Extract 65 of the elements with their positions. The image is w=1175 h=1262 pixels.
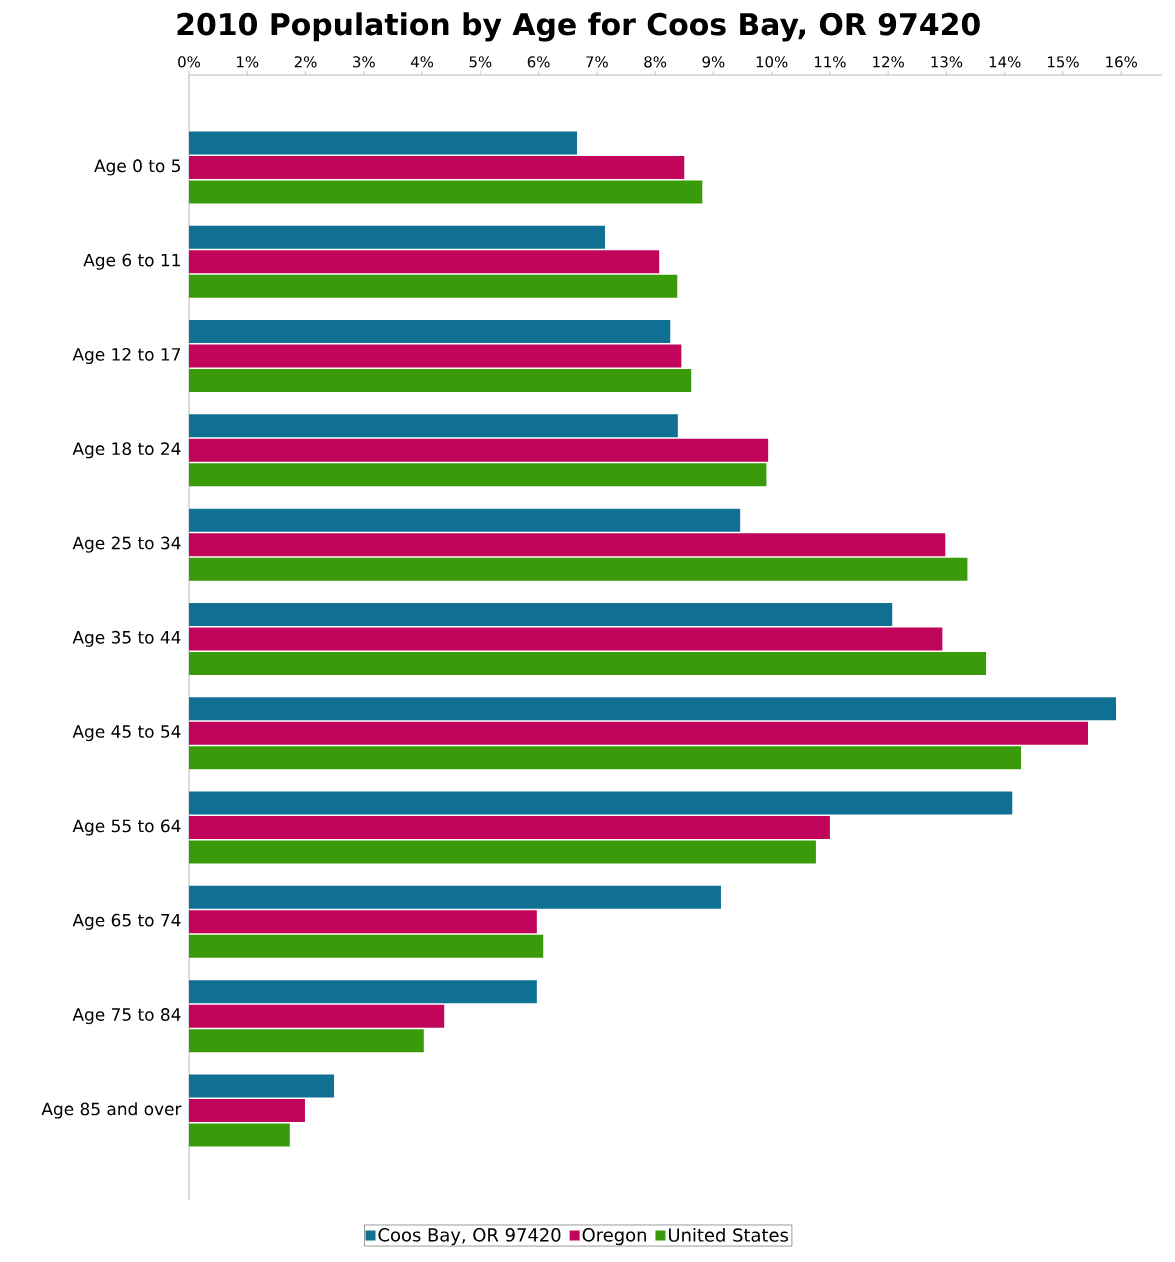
bar: [189, 155, 685, 179]
bar: [189, 438, 769, 462]
bar: [189, 344, 682, 368]
legend-label: Coos Bay, OR 97420: [378, 1228, 561, 1246]
bar: [189, 414, 678, 438]
bar: [189, 1074, 335, 1098]
y-tick-label: Age 25 to 34: [72, 536, 181, 553]
y-tick-label: Age 85 and over: [41, 1102, 182, 1119]
x-tick-label: 10%: [756, 56, 788, 68]
y-tick-label: Age 75 to 84: [72, 1008, 181, 1025]
bar: [189, 980, 537, 1004]
x-tick-label: 11%: [814, 56, 846, 68]
y-tick-label: Age 35 to 44: [72, 630, 181, 647]
x-tick-label: 2%: [294, 56, 317, 68]
legend-label: Oregon: [582, 1228, 646, 1246]
x-tick-label: 3%: [353, 56, 375, 68]
y-tick-label: Age 0 to 5: [94, 159, 180, 176]
bar: [189, 721, 1089, 745]
x-tick-label: 6%: [527, 56, 550, 68]
bar: [189, 934, 544, 958]
y-tick-label: Age 45 to 54: [72, 725, 181, 742]
bar: [189, 602, 893, 626]
bar: [189, 508, 741, 532]
bar: [189, 180, 703, 204]
y-tick-label: Age 6 to 11: [83, 253, 180, 270]
y-tick-label: Age 18 to 24: [72, 442, 181, 459]
bar: [189, 910, 537, 934]
bar: [189, 697, 1116, 721]
bar: [189, 225, 606, 249]
bar: [189, 557, 968, 581]
x-tick-label: 4%: [410, 56, 434, 68]
x-tick-label: 9%: [702, 56, 725, 68]
bar: [189, 885, 721, 909]
x-tick-label: 14%: [989, 56, 1021, 68]
y-tick-label: Age 65 to 74: [72, 913, 181, 930]
bar: [189, 320, 671, 344]
x-tick-label: 5%: [469, 56, 492, 68]
bar: [189, 651, 987, 675]
y-tick-label: Age 12 to 17: [72, 347, 181, 365]
bar: [189, 369, 692, 393]
x-tick-label: 0%: [178, 56, 201, 68]
bar: [189, 840, 816, 864]
bar: [189, 1098, 305, 1122]
bar: [189, 1029, 424, 1053]
x-tick-label: 1%: [237, 56, 259, 68]
y-tick-label: Age 55 to 64: [72, 819, 181, 836]
x-tick-label: 16%: [1106, 56, 1138, 68]
x-tick-label: 8%: [644, 56, 667, 68]
x-tick-label: 13%: [931, 56, 963, 68]
bar: [189, 791, 1013, 815]
x-tick-label: 12%: [873, 56, 904, 68]
bar: [189, 274, 678, 298]
x-tick-label: 15%: [1048, 56, 1079, 68]
chart-title: 2010 Population by Age for Coos Bay, OR 97420: [177, 12, 980, 42]
bar: [189, 746, 1022, 770]
bar: [189, 250, 660, 274]
bar: [189, 131, 578, 155]
bar: [189, 627, 943, 651]
bar: [189, 816, 830, 840]
bar: [189, 1123, 290, 1147]
bar: [189, 463, 767, 487]
bar: [189, 1004, 445, 1028]
legend-label: United States: [669, 1227, 789, 1242]
x-tick-label: 7%: [586, 56, 608, 68]
bar: [189, 533, 946, 557]
